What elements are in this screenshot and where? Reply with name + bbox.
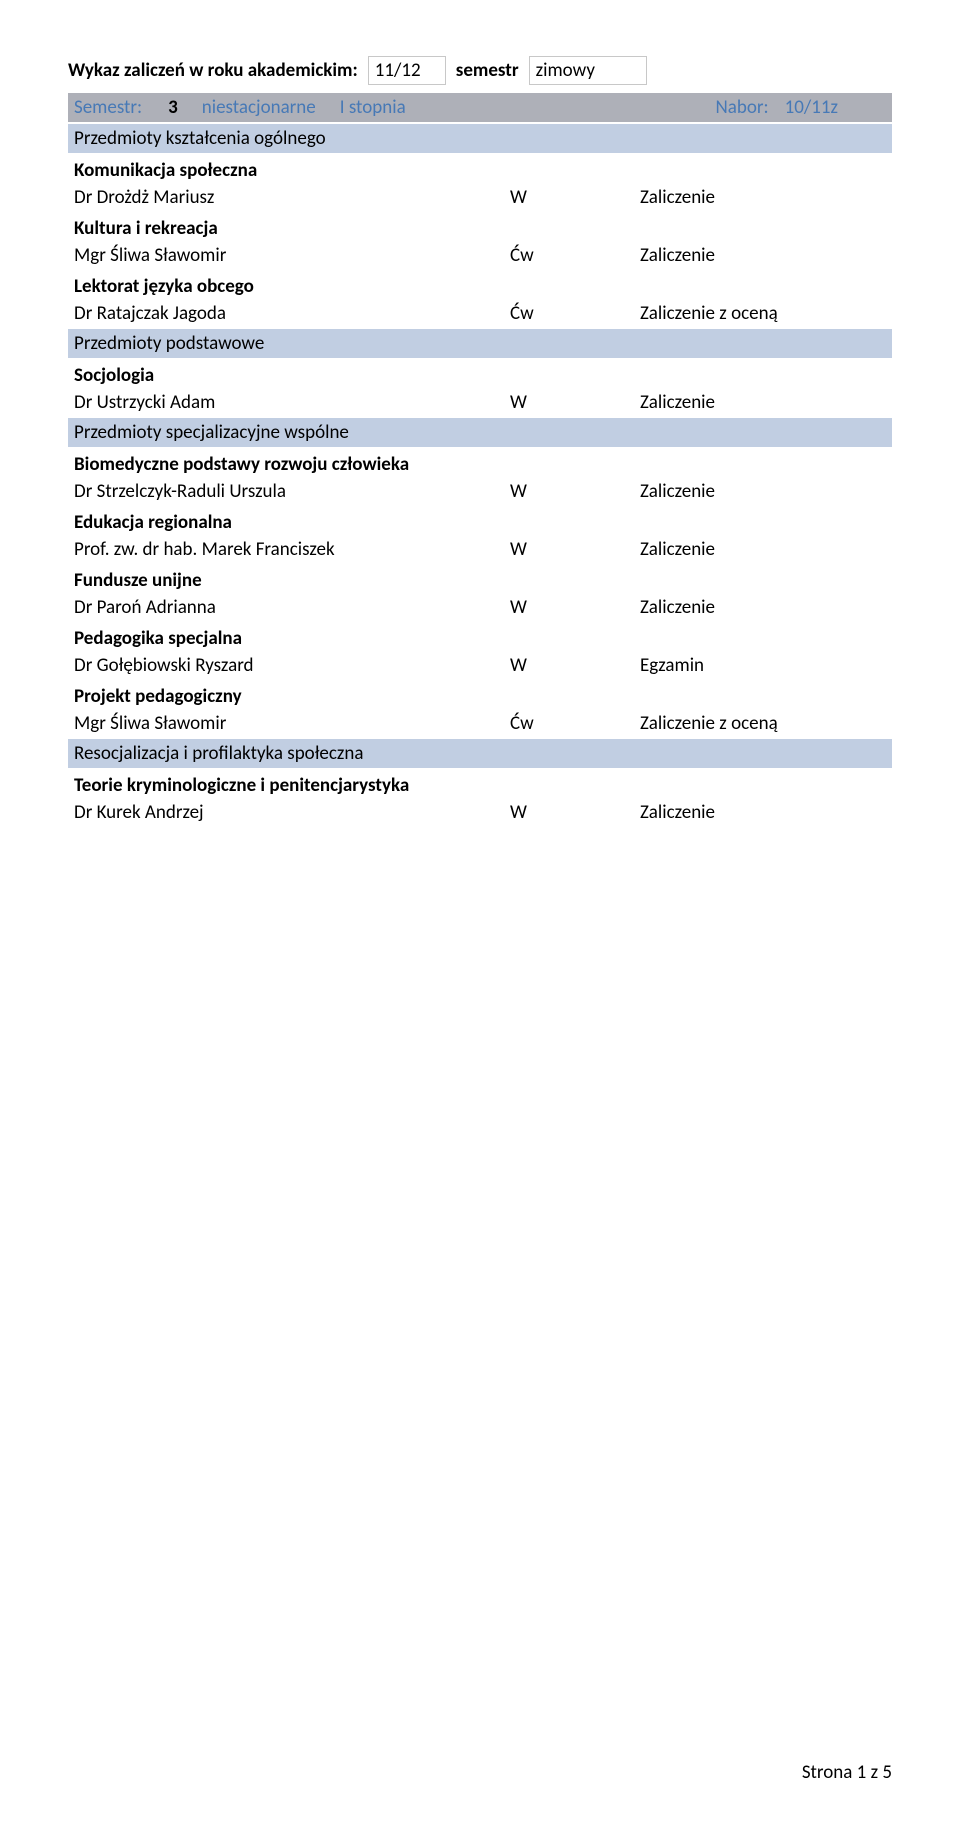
section-header: Przedmioty podstawowe xyxy=(68,329,892,358)
instructor-name: Dr Ustrzycki Adam xyxy=(74,391,510,414)
grade-type: Zaliczenie xyxy=(640,391,886,414)
section-header: Przedmioty specjalizacyjne wspólne xyxy=(68,418,892,447)
subject-title: Kultura i rekreacja xyxy=(68,215,892,242)
subject-block: Lektorat języka obcegoDr Ratajczak Jagod… xyxy=(68,273,892,327)
instructor-name: Mgr Śliwa Sławomir xyxy=(74,244,510,267)
subject-block: Edukacja regionalnaProf. zw. dr hab. Mar… xyxy=(68,509,892,563)
subject-row: Dr Drożdż MariuszWZaliczenie xyxy=(68,184,892,211)
instructor-name: Prof. zw. dr hab. Marek Franciszek xyxy=(74,538,510,561)
subject-row: Dr Ratajczak JagodaĆwZaliczenie z oceną xyxy=(68,300,892,327)
subject-block: Pedagogika specjalnaDr Gołębiowski Rysza… xyxy=(68,625,892,679)
class-type: W xyxy=(510,480,640,503)
instructor-name: Dr Paroń Adrianna xyxy=(74,596,510,619)
class-type: W xyxy=(510,391,640,414)
header: Wykaz zaliczeń w roku akademickim: 11/12… xyxy=(68,56,892,85)
grade-type: Zaliczenie xyxy=(640,480,886,503)
subject-title: Pedagogika specjalna xyxy=(68,625,892,652)
subject-block: Teorie kryminologiczne i penitencjarysty… xyxy=(68,772,892,826)
subject-title: Edukacja regionalna xyxy=(68,509,892,536)
subject-row: Dr Ustrzycki AdamWZaliczenie xyxy=(68,389,892,416)
instructor-name: Dr Kurek Andrzej xyxy=(74,801,510,824)
grade-type: Zaliczenie z oceną xyxy=(640,712,886,735)
grade-type: Zaliczenie xyxy=(640,801,886,824)
class-type: W xyxy=(510,596,640,619)
academic-year-box: 11/12 xyxy=(368,56,446,85)
subject-row: Dr Strzelczyk-Raduli UrszulaWZaliczenie xyxy=(68,478,892,505)
section-header: Przedmioty kształcenia ogólnego xyxy=(68,124,892,153)
subject-title: Biomedyczne podstawy rozwoju człowieka xyxy=(68,451,892,478)
subject-row: Prof. zw. dr hab. Marek FranciszekWZalic… xyxy=(68,536,892,563)
subject-row: Dr Gołębiowski RyszardWEgzamin xyxy=(68,652,892,679)
subject-block: Kultura i rekreacjaMgr Śliwa SławomirĆwZ… xyxy=(68,215,892,269)
semester-number: 3 xyxy=(168,96,178,119)
class-type: Ćw xyxy=(510,244,640,267)
subject-row: Dr Kurek AndrzejWZaliczenie xyxy=(68,799,892,826)
class-type: Ćw xyxy=(510,712,640,735)
class-type: W xyxy=(510,538,640,561)
instructor-name: Dr Drożdż Mariusz xyxy=(74,186,510,209)
semester-label: semestr xyxy=(456,59,519,82)
semester-bar: Semestr: 3 niestacjonarne I stopnia Nabo… xyxy=(68,93,892,122)
grade-type: Zaliczenie xyxy=(640,596,886,619)
grade-type: Zaliczenie z oceną xyxy=(640,302,886,325)
subject-row: Dr Paroń AdriannaWZaliczenie xyxy=(68,594,892,621)
class-type: W xyxy=(510,654,640,677)
class-type: W xyxy=(510,801,640,824)
section-header: Resocjalizacja i profilaktyka społeczna xyxy=(68,739,892,768)
subject-row: Mgr Śliwa SławomirĆwZaliczenie z oceną xyxy=(68,710,892,737)
instructor-name: Dr Gołębiowski Ryszard xyxy=(74,654,510,677)
nabor-label: Nabor: xyxy=(716,96,769,119)
subject-title: Fundusze unijne xyxy=(68,567,892,594)
instructor-name: Dr Strzelczyk-Raduli Urszula xyxy=(74,480,510,503)
class-type: W xyxy=(510,186,640,209)
subject-title: Projekt pedagogiczny xyxy=(68,683,892,710)
subject-title: Teorie kryminologiczne i penitencjarysty… xyxy=(68,772,892,799)
subject-row: Mgr Śliwa SławomirĆwZaliczenie xyxy=(68,242,892,269)
grade-type: Zaliczenie xyxy=(640,538,886,561)
study-mode: niestacjonarne xyxy=(202,96,316,119)
page-footer: Strona 1 z 5 xyxy=(802,1761,892,1784)
subject-block: Biomedyczne podstawy rozwoju człowiekaDr… xyxy=(68,451,892,505)
subject-block: Fundusze unijneDr Paroń AdriannaWZalicze… xyxy=(68,567,892,621)
subject-title: Lektorat języka obcego xyxy=(68,273,892,300)
nabor-value: 10/11z xyxy=(785,96,838,119)
subject-block: SocjologiaDr Ustrzycki AdamWZaliczenie xyxy=(68,362,892,416)
degree-level: I stopnia xyxy=(340,96,406,119)
semester-bar-label: Semestr: xyxy=(74,96,142,119)
subject-block: Projekt pedagogicznyMgr Śliwa SławomirĆw… xyxy=(68,683,892,737)
header-title-label: Wykaz zaliczeń w roku akademickim: xyxy=(68,59,358,82)
semester-value-box: zimowy xyxy=(529,56,647,85)
subject-block: Komunikacja społecznaDr Drożdż MariuszWZ… xyxy=(68,157,892,211)
class-type: Ćw xyxy=(510,302,640,325)
grade-type: Egzamin xyxy=(640,654,886,677)
grade-type: Zaliczenie xyxy=(640,186,886,209)
subject-title: Socjologia xyxy=(68,362,892,389)
instructor-name: Dr Ratajczak Jagoda xyxy=(74,302,510,325)
instructor-name: Mgr Śliwa Sławomir xyxy=(74,712,510,735)
subject-title: Komunikacja społeczna xyxy=(68,157,892,184)
grade-type: Zaliczenie xyxy=(640,244,886,267)
